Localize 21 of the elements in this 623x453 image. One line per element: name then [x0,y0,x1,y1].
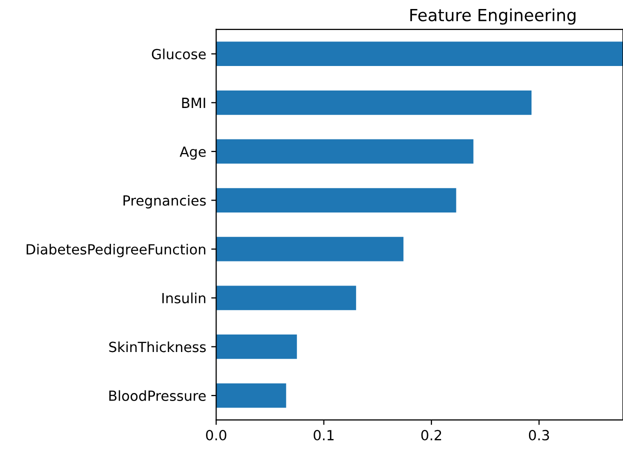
x-tick-label: 0.2 [421,430,442,440]
y-tick-label: DiabetesPedigreeFunction [26,244,206,258]
bar [216,188,456,212]
x-tick-label: 0.0 [206,430,226,440]
bar [216,334,297,359]
x-tick-label: 0.1 [314,430,334,440]
y-tick-label: Glucose [152,48,206,60]
y-tick-label: Pregnancies [124,195,206,208]
y-tick-label: Insulin [162,292,206,304]
x-tick-label: 0.3 [528,430,549,440]
y-tick-label: BMI [182,98,206,108]
bar [216,139,474,164]
y-tick-label: BloodPressure [109,390,206,401]
chart-title: Feature Engineering [410,8,576,25]
bar [216,236,404,262]
bar [216,90,532,115]
bar [216,286,356,310]
bar [216,383,286,408]
bar [216,42,623,66]
y-tick-label: SkinThickness [109,341,206,352]
y-tick-label: Age [180,146,206,160]
